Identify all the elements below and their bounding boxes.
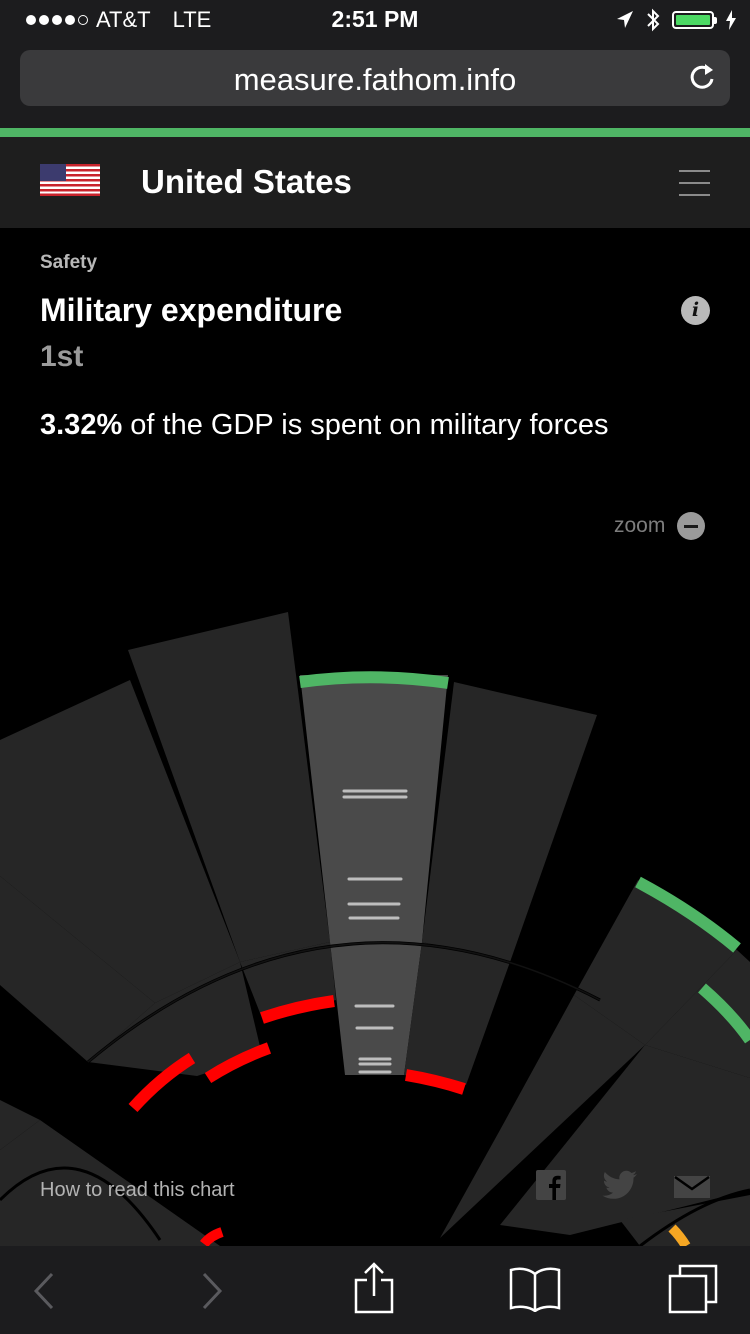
chart-highlight-green: [635, 876, 741, 953]
location-arrow-icon: [617, 11, 633, 28]
carrier-name: AT&T: [96, 7, 151, 32]
chart-segment[interactable]: [128, 612, 330, 962]
chart-highlight-red: [405, 1069, 466, 1095]
chart-tick-marks: [342, 789, 408, 1074]
chart-highlight-red: [200, 1227, 224, 1248]
page-accent-bar: [0, 128, 750, 137]
chart-highlight-red: [204, 1042, 272, 1084]
us-flag-icon: [40, 164, 100, 196]
chart-segment[interactable]: [620, 1195, 750, 1246]
email-icon[interactable]: [674, 1176, 710, 1198]
how-to-read-link[interactable]: How to read this chart: [40, 1179, 235, 1201]
status-left: AT&T LTE: [26, 7, 211, 33]
country-name: United States: [141, 163, 352, 200]
chart-segment[interactable]: [0, 1100, 40, 1150]
back-icon[interactable]: [32, 1272, 56, 1310]
metric-description: 3.32% of the GDP is spent on military fo…: [40, 402, 640, 448]
metric-description-text: of the GDP is spent on military forces: [122, 409, 609, 441]
rank-label: 1st: [40, 340, 84, 373]
facebook-icon[interactable]: [536, 1170, 566, 1200]
chart-highlight-orange: [668, 1224, 691, 1249]
chart-segment[interactable]: [404, 942, 510, 1085]
tabs-icon[interactable]: [668, 1264, 718, 1314]
chart-highlight-green: [299, 671, 449, 689]
address-bar[interactable]: measure.fathom.info: [20, 50, 730, 106]
browser-toolbar: [0, 1246, 750, 1334]
zoom-out-icon[interactable]: [677, 512, 706, 540]
zoom-control[interactable]: zoom: [614, 512, 706, 540]
chart-segment[interactable]: [440, 995, 645, 1238]
bluetooth-icon: [647, 8, 660, 32]
network-type: LTE: [172, 7, 212, 32]
charging-bolt-icon: [726, 10, 736, 30]
metric-title: Military expenditure: [40, 292, 343, 328]
chart-segment[interactable]: [645, 950, 750, 1078]
country-header: United States: [0, 137, 750, 228]
chart-segment[interactable]: [88, 962, 262, 1076]
status-bar: AT&T LTE 2:51 PM: [0, 0, 750, 40]
zoom-label: zoom: [614, 514, 666, 537]
chart-segment[interactable]: [0, 680, 240, 1003]
twitter-icon[interactable]: [602, 1170, 638, 1200]
chart-highlight-red: [128, 1052, 196, 1113]
chart-highlight-red: [260, 995, 335, 1024]
metric-value: 3.32%: [40, 409, 123, 441]
chart-segment-selected[interactable]: [300, 675, 448, 942]
chart-highlight-green: [698, 983, 750, 1044]
url-text: measure.fathom.info: [233, 62, 517, 97]
category-label: Safety: [40, 252, 98, 273]
status-time: 2:51 PM: [331, 6, 419, 32]
radial-chart[interactable]: [0, 560, 750, 1250]
browser-address-area: measure.fathom.info: [0, 40, 750, 128]
status-right: [616, 8, 736, 32]
battery-icon: [672, 11, 717, 29]
reload-icon[interactable]: [688, 62, 716, 92]
hamburger-menu-icon[interactable]: [679, 170, 710, 196]
forward-icon[interactable]: [200, 1272, 224, 1310]
chart-segment-selected[interactable]: [330, 942, 422, 1075]
chart-segment[interactable]: [422, 682, 597, 962]
chart-segment[interactable]: [0, 876, 155, 1062]
signal-strength-icon: [26, 15, 88, 25]
info-icon[interactable]: i: [681, 296, 710, 325]
bookmarks-icon[interactable]: [508, 1266, 562, 1312]
share-icon[interactable]: [354, 1262, 394, 1314]
